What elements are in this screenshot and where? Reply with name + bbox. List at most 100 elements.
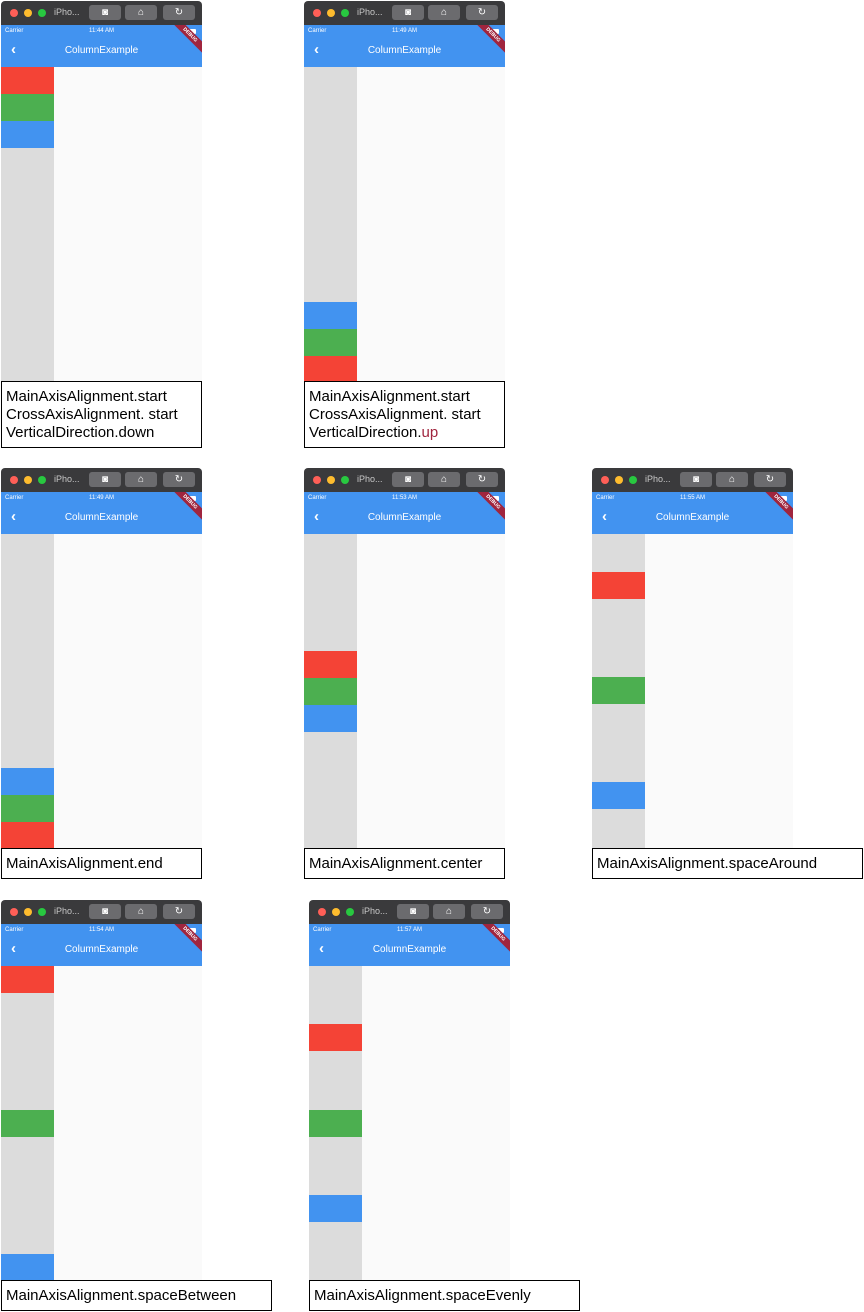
- simulator-window-start-down: iPho... ◙ ⌂ ↻ Carrier 11:44 AM ‹ ColumnE…: [1, 1, 202, 381]
- rotate-button[interactable]: ↻: [471, 904, 503, 919]
- minimize-window-icon[interactable]: [327, 476, 335, 484]
- back-chevron-icon[interactable]: ‹: [602, 508, 607, 525]
- minimize-window-icon[interactable]: [24, 9, 32, 17]
- close-window-icon[interactable]: [10, 908, 18, 916]
- screen-body: [304, 67, 505, 383]
- home-button[interactable]: ⌂: [433, 904, 465, 919]
- device-label: iPho...: [357, 7, 383, 17]
- home-icon: ⌂: [137, 7, 145, 18]
- minimize-window-icon[interactable]: [24, 476, 32, 484]
- minimize-window-icon[interactable]: [332, 908, 340, 916]
- carrier-label: Carrier: [313, 927, 332, 933]
- caption-line: VerticalDirection.up: [309, 424, 500, 442]
- simulator-titlebar: iPho... ◙ ⌂ ↻: [309, 900, 510, 924]
- rotate-button[interactable]: ↻: [163, 904, 195, 919]
- close-window-icon[interactable]: [10, 476, 18, 484]
- zoom-window-icon[interactable]: [38, 9, 46, 17]
- close-window-icon[interactable]: [313, 9, 321, 17]
- caption-line: MainAxisAlignment.spaceAround: [597, 855, 818, 872]
- screenshot-button[interactable]: ◙: [89, 904, 121, 919]
- rotate-button[interactable]: ↻: [163, 472, 195, 487]
- device-label: iPho...: [357, 474, 383, 484]
- column-container: [1, 534, 54, 849]
- caption-start-down: MainAxisAlignment.start CrossAxisAlignme…: [1, 381, 202, 448]
- zoom-window-icon[interactable]: [341, 476, 349, 484]
- home-button[interactable]: ⌂: [716, 472, 748, 487]
- close-window-icon[interactable]: [313, 476, 321, 484]
- caption-space-around: MainAxisAlignment.spaceAround: [592, 848, 863, 879]
- app-title: ColumnExample: [367, 45, 442, 56]
- back-chevron-icon[interactable]: ‹: [314, 41, 319, 58]
- caption-line: MainAxisAlignment.start: [6, 388, 167, 405]
- status-clock: 11:57 AM: [397, 927, 422, 933]
- screenshot-button[interactable]: ◙: [392, 472, 424, 487]
- caption-line: CrossAxisAlignment. start: [6, 406, 178, 423]
- status-clock: 11:55 AM: [680, 495, 705, 501]
- screenshot-button[interactable]: ◙: [89, 472, 121, 487]
- minimize-window-icon[interactable]: [615, 476, 623, 484]
- camera-icon: ◙: [101, 7, 109, 18]
- green-box: [304, 678, 357, 705]
- carrier-label: Carrier: [308, 28, 327, 34]
- zoom-window-icon[interactable]: [38, 908, 46, 916]
- back-chevron-icon[interactable]: ‹: [11, 508, 16, 525]
- camera-icon: ◙: [404, 474, 412, 485]
- status-clock: 11:44 AM: [89, 28, 114, 34]
- screen-body: [592, 534, 793, 848]
- close-window-icon[interactable]: [10, 9, 18, 17]
- rotate-button[interactable]: ↻: [754, 472, 786, 487]
- status-clock: 11:49 AM: [89, 495, 114, 501]
- simulator-titlebar: iPho... ◙ ⌂ ↻: [1, 900, 202, 924]
- rotate-button[interactable]: ↻: [466, 5, 498, 20]
- blue-box: [1, 1254, 54, 1281]
- simulator-window-center: iPho... ◙ ⌂ ↻ Carrier 11:53 AM ‹ ColumnE…: [304, 468, 505, 848]
- caption-prefix: VerticalDirection.: [309, 424, 422, 441]
- rotate-button[interactable]: ↻: [163, 5, 195, 20]
- close-window-icon[interactable]: [318, 908, 326, 916]
- home-button[interactable]: ⌂: [428, 472, 460, 487]
- screenshot-button[interactable]: ◙: [89, 5, 121, 20]
- back-chevron-icon[interactable]: ‹: [11, 41, 16, 58]
- simulator-window-space-around: iPho... ◙ ⌂ ↻ Carrier 11:55 AM ‹ ColumnE…: [592, 468, 793, 848]
- zoom-window-icon[interactable]: [38, 476, 46, 484]
- home-icon: ⌂: [137, 474, 145, 485]
- column-container: [304, 67, 357, 383]
- home-button[interactable]: ⌂: [125, 5, 157, 20]
- home-button[interactable]: ⌂: [125, 904, 157, 919]
- screenshot-button[interactable]: ◙: [680, 472, 712, 487]
- home-button[interactable]: ⌂: [428, 5, 460, 20]
- device-label: iPho...: [54, 7, 80, 17]
- caption-center: MainAxisAlignment.center: [304, 848, 505, 879]
- blue-box: [1, 768, 54, 795]
- close-window-icon[interactable]: [601, 476, 609, 484]
- back-chevron-icon[interactable]: ‹: [314, 508, 319, 525]
- back-chevron-icon[interactable]: ‹: [319, 940, 324, 957]
- column-container: [592, 534, 645, 848]
- red-box: [309, 1024, 362, 1051]
- caption-line: MainAxisAlignment.spaceBetween: [6, 1287, 237, 1304]
- home-icon: ⌂: [440, 474, 448, 485]
- column-container: [1, 966, 54, 1281]
- rotate-button[interactable]: ↻: [466, 472, 498, 487]
- caption-line: MainAxisAlignment.start: [309, 388, 470, 405]
- zoom-window-icon[interactable]: [346, 908, 354, 916]
- back-chevron-icon[interactable]: ‹: [11, 940, 16, 957]
- zoom-window-icon[interactable]: [629, 476, 637, 484]
- rotate-icon: ↻: [174, 906, 184, 917]
- camera-icon: ◙: [404, 7, 412, 18]
- green-box: [1, 94, 54, 121]
- minimize-window-icon[interactable]: [327, 9, 335, 17]
- screen-body: [1, 534, 202, 849]
- app-title: ColumnExample: [64, 45, 139, 56]
- rotate-icon: ↻: [477, 474, 487, 485]
- screenshot-button[interactable]: ◙: [397, 904, 429, 919]
- home-icon: ⌂: [728, 474, 736, 485]
- zoom-window-icon[interactable]: [341, 9, 349, 17]
- home-button[interactable]: ⌂: [125, 472, 157, 487]
- simulator-titlebar: iPho... ◙ ⌂ ↻: [304, 1, 505, 25]
- app-bar: Carrier 11:54 AM ‹ ColumnExample DEBUG: [1, 924, 202, 966]
- carrier-label: Carrier: [5, 28, 24, 34]
- minimize-window-icon[interactable]: [24, 908, 32, 916]
- screenshot-button[interactable]: ◙: [392, 5, 424, 20]
- caption-space-evenly: MainAxisAlignment.spaceEvenly: [309, 1280, 580, 1311]
